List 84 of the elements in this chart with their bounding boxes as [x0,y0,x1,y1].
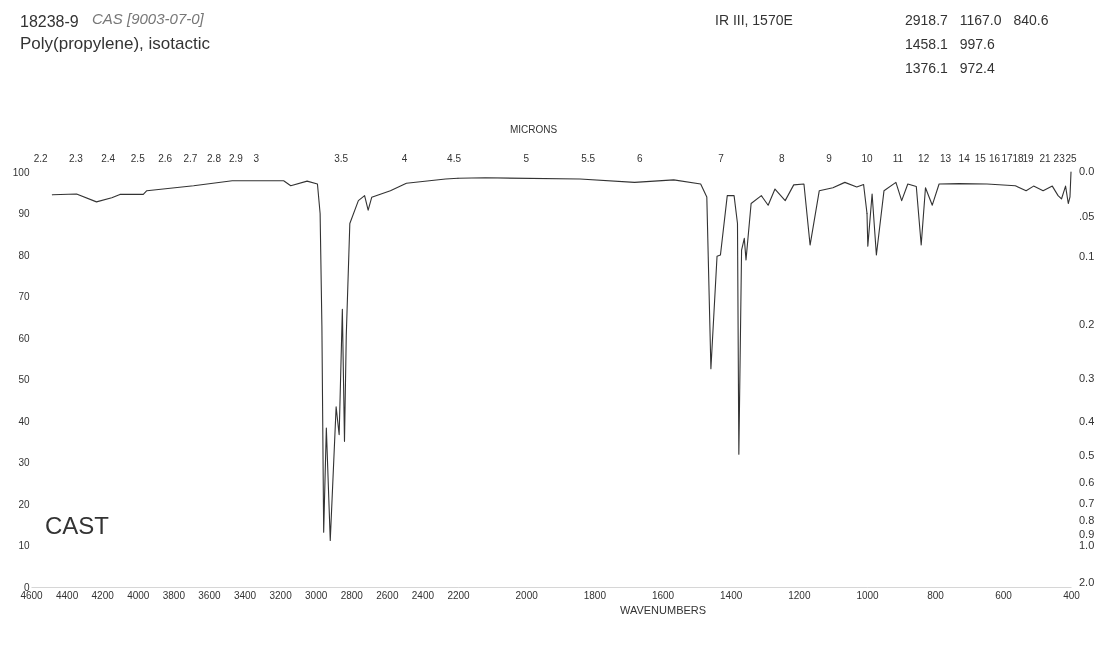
text: 1.0 [1079,538,1095,551]
text: 1458.1 997.6 [905,36,995,52]
x-tick-label: 600 [995,589,1013,601]
text: 5 [523,153,530,164]
x-tick-label: 1400 [720,589,743,601]
x-axis-title: WAVENUMBERS [619,603,707,616]
y-tick-label: 70 [18,291,30,302]
text: 13 [939,153,952,164]
text: 25 [1065,153,1077,164]
text: IR III, 1570E [715,12,793,28]
text: 2.7 [183,153,198,164]
text: 3.5 [334,153,349,164]
text: 0.7 [1079,497,1095,510]
y-tick-label: 30 [18,457,30,468]
x-tick-label: 3600 [198,589,221,601]
text: 2.2 [33,153,49,164]
text: 7 [718,153,725,164]
x-tick-label: 4200 [91,589,115,601]
x-tick-label: 2000 [515,589,539,601]
y-tick-label: 20 [18,498,30,510]
text: 1376.1 972.4 [905,60,995,76]
x-tick-label: 1200 [788,589,811,601]
text: 0.0 [1079,165,1095,177]
text: 17 [1001,153,1013,164]
text: 9 [826,153,833,164]
text: 2.0 [1079,575,1095,588]
text: 10 [861,153,873,164]
y-tick-label: 10 [18,540,30,551]
text: 2.6 [158,153,173,164]
text: 11 [892,153,904,164]
y-tick-label: 80 [18,249,30,261]
text: 0.5 [1079,448,1095,461]
text: 0.1 [1079,250,1095,263]
text: 2.8 [207,153,222,164]
text: 0.9 [1079,527,1095,540]
text: 21 [1039,153,1052,164]
x-tick-label: 2800 [340,589,364,601]
x-tick-label: 1000 [856,589,880,601]
x-tick-label: 3000 [305,589,328,601]
x-tick-label: 4000 [127,589,150,601]
x-tick-label: 2600 [376,589,399,601]
x-tick-label: 800 [927,589,945,601]
y-tick-label: 100 [12,166,30,178]
text: 0.2 [1079,318,1095,331]
text: 4.5 [447,153,462,164]
text: 15 [974,153,987,164]
text: 0.4 [1079,414,1095,427]
x-tick-label: 3400 [233,589,257,601]
text: 23 [1053,153,1066,164]
text: 0.8 [1079,514,1095,527]
x-tick-label: 2400 [411,589,435,601]
text: 16 [988,153,1001,164]
text: 6 [637,153,643,164]
y-tick-label: 40 [18,415,30,427]
text: 4 [401,153,408,164]
text: 2.9 [228,153,244,164]
x-tick-label: 400 [1063,589,1081,601]
x-tick-label: 1800 [583,589,607,601]
text: MICRONS [510,124,558,135]
chart-title: Poly(propylene), isotactic [20,34,210,54]
text: .05 [1079,210,1095,223]
text: 5.5 [581,153,596,164]
x-tick-label: 2200 [447,589,471,601]
y-tick-label: 60 [18,332,30,344]
y-tick-label: 90 [18,208,30,219]
text: 2.3 [68,153,84,164]
x-tick-label: 1600 [651,589,675,601]
text: 18238-9 [20,13,79,31]
text: 2918.7 1167.0 840.6 [905,12,1049,28]
y-tick-label: 50 [18,374,30,385]
text: 8 [779,153,786,164]
text: 3 [253,153,260,164]
text: 19 [1022,153,1035,164]
x-tick-label: 3200 [269,589,293,601]
x-tick-label: 3800 [162,589,186,601]
text: 12 [918,153,930,164]
text: 2.5 [130,153,146,164]
text: CAS [9003-07-0] [92,10,204,27]
text: 14 [958,153,971,164]
text: 0.6 [1079,475,1095,488]
annotation: CAST [45,512,110,540]
text: 2.4 [101,153,116,164]
x-tick-label: 4400 [55,589,79,601]
text: 0.3 [1079,372,1095,385]
